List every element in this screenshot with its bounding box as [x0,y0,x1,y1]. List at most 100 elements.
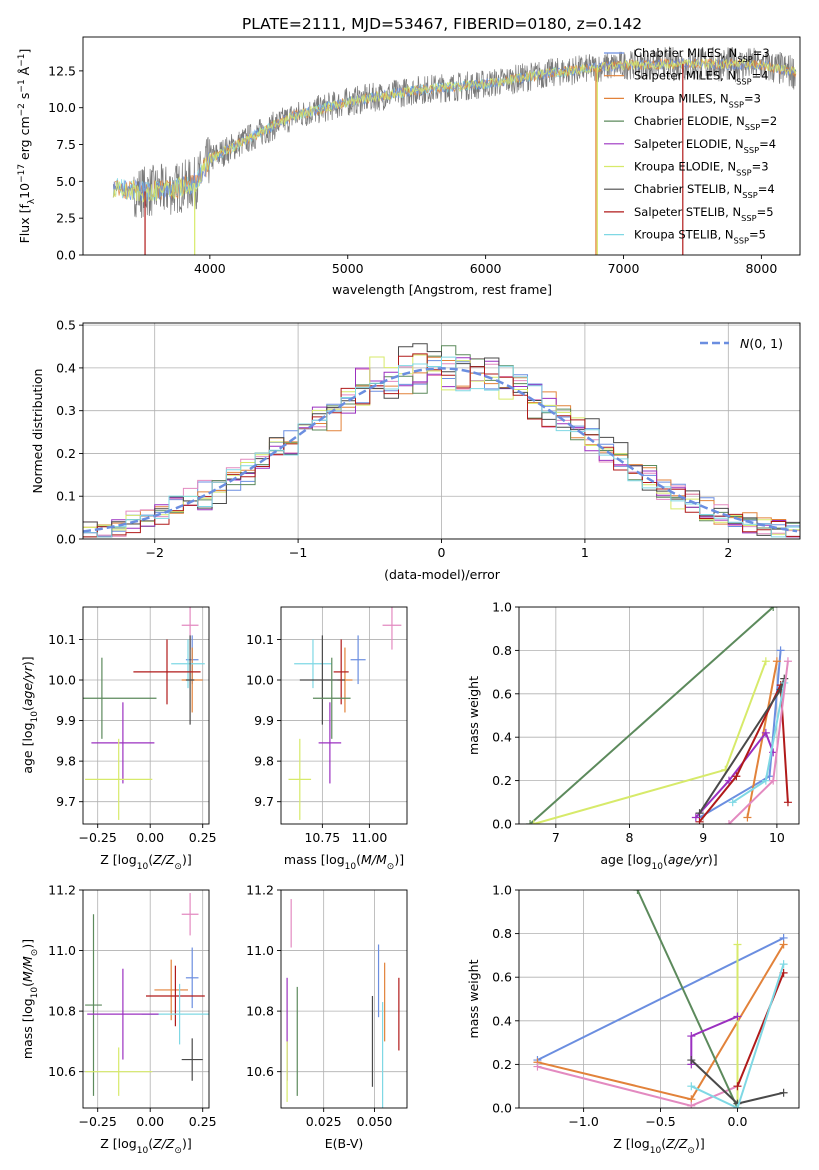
x-axis-label: wavelength [Angstrom, rest frame] [332,282,552,297]
x-tick-label: 6000 [470,261,502,276]
text-part: Z [log [100,1136,136,1151]
weight-marker [779,960,788,969]
weight-marker [776,646,785,655]
y-tick-label: 1.0 [492,600,512,615]
text-part: 10 [137,862,149,872]
y-tick-label: 1.0 [492,883,512,898]
grid [281,890,407,1108]
y-tick-label: 0.1 [56,489,76,504]
text-part: ( [356,852,361,867]
weight-marker [772,657,781,666]
x-tick-label: 0.25 [189,830,217,845]
x-axis-label: Z [log10(Z/Z⊙)] [100,852,191,872]
axes-frame [518,606,800,825]
y-tick-label: 0.4 [492,1013,512,1028]
text-part: Chabrier ELODIE, N [634,114,745,128]
y-tick-label: 9.9 [56,713,76,728]
y-tick-label: 9.8 [254,754,274,769]
axes-frame [82,36,801,256]
text-part: ⊙ [174,862,182,872]
text-part: s [17,93,32,104]
text-part: age/yr [20,665,35,706]
x-tick-label: 0.050 [357,1114,393,1129]
text-part: )] [182,1136,192,1151]
y-tick-label: 0.4 [56,360,76,375]
text-part: age [log [600,852,651,867]
weight-marker [529,820,538,824]
x-tick-label: 4000 [194,261,226,276]
x-tick-label: 9 [699,830,707,845]
panel-mass_vs_EBV: 0.025 0.050 10.6 10.8 11.0 11.2 E(B-V) [246,883,408,1151]
x-tick-label: 7000 [608,261,640,276]
text-part: =5 [757,205,774,219]
weight-marker [725,820,733,824]
x-tick-label: −2 [145,545,163,560]
y-tick-label: 0.0 [492,1101,512,1116]
x-tick-label: −0.25 [79,1114,117,1129]
y-tick-label: 10.1 [48,632,76,647]
weight-marker [761,657,770,666]
weight-series-line [529,607,774,824]
y-tick-label: 9.8 [56,754,76,769]
text-part: ( [20,706,35,711]
text-part: −17 [17,164,27,183]
weight-marker [687,1101,696,1108]
x-tick-label: 5000 [332,261,364,276]
y-tick-label: 11.2 [246,883,274,898]
y-tick-label: 10.0 [246,673,274,688]
weight-series-line [690,963,785,1108]
text-part: SSP [729,99,744,109]
text-part: Z/Z [152,1136,175,1151]
axes-frame [82,606,210,825]
legend-label: Kroupa STELIB, NSSP=5 [634,228,766,246]
y-axis-label: age [log10(age/yr)] [20,656,40,773]
legend: N(0, 1) [700,336,783,351]
text-part: )] [182,852,192,867]
weight-marker [695,817,704,824]
y-tick-label: 0.8 [492,926,512,941]
text-part: 10 [30,987,40,999]
legend-label: Chabrier STELIB, NSSP=4 [634,182,775,200]
x-tick-label: 0.00 [136,830,164,845]
text-part: Salpeter ELODIE, N [634,137,744,151]
y-tick-label: 9.9 [254,713,274,728]
text-part: Z [log [100,852,136,867]
y-tick-label: 12.5 [48,63,76,78]
text-part: Kroupa ELODIE, N [634,160,736,174]
y-tick-label: 0.2 [56,446,76,461]
legend-label: Salpeter STELIB, NSSP=5 [634,205,774,223]
legend-label: Chabrier MILES, NSSP=3 [634,46,770,64]
y-tick-label: 0.0 [56,248,76,263]
text-part: Z/Z [665,1136,688,1151]
x-tick-label: 2 [724,545,732,560]
text-part: )] [394,852,404,867]
text-part: ⊙ [687,1146,695,1156]
spectrum-model-line [112,57,797,203]
weight-series-line [746,661,778,818]
y-tick-label: 0.6 [492,970,512,985]
text-part: erg cm [17,116,32,164]
y-tick-label: 10.6 [48,1064,76,1079]
x-tick-label: 0.0 [728,1114,748,1129]
x-tick-label: 0.00 [136,1114,164,1129]
y-axis-label: mass weight [466,959,481,1038]
plot-area [83,323,800,539]
x-tick-label: 10 [769,830,785,845]
weight-marker [733,940,742,949]
text-part: =4 [752,69,769,83]
text-part: (0, 1) [749,336,783,351]
text-part: 10 [17,183,32,199]
text-part: Chabrier MILES, N [634,46,737,60]
text-part: =4 [759,137,776,151]
y-tick-label: 7.5 [56,137,76,152]
text-part: M/M [361,852,387,867]
text-part: ⊙ [387,862,395,872]
weight-marker [633,890,642,894]
text-part: Salpeter MILES, N [634,69,736,83]
y-tick-label: 9.7 [56,794,76,809]
x-axis-label: E(B-V) [325,1136,364,1151]
plot-area [112,46,797,255]
legend-label: Salpeter ELODIE, NSSP=4 [634,137,776,155]
